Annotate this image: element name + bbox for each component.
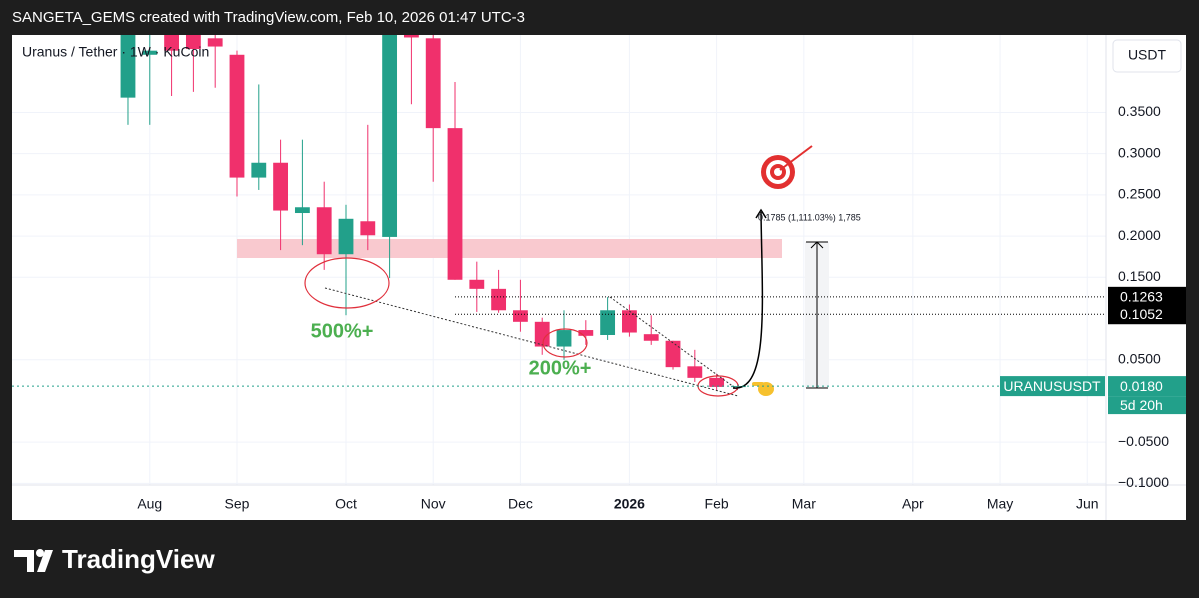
arrow-head [810, 241, 824, 249]
candle-body [491, 288, 507, 311]
countdown-box [1108, 396, 1186, 415]
candle-body [120, 35, 136, 98]
annotation: 500%+ [311, 320, 374, 342]
projection-arrow [732, 211, 764, 389]
x-tick-label: May [987, 496, 1013, 512]
candle-body [512, 310, 528, 322]
candle-body [534, 321, 550, 347]
candle-body [709, 377, 725, 387]
x-tick-label: 2026 [614, 496, 645, 512]
candle-body [185, 35, 201, 50]
y-tick-label: 0.1500 [1118, 268, 1161, 284]
drawings-top [304, 145, 828, 397]
y-tick-label: −0.0500 [1118, 433, 1169, 449]
y-tick-label: 0.3500 [1118, 103, 1161, 119]
currency-button[interactable] [1112, 39, 1182, 73]
candle-body [273, 162, 289, 211]
x-tick-label: Oct [335, 496, 357, 512]
trend-line [324, 287, 739, 397]
candle-body [338, 218, 354, 255]
candle-body [556, 330, 572, 347]
candle-body [251, 162, 267, 178]
candle-body [142, 50, 158, 55]
x-tick-label: Mar [792, 496, 816, 512]
candle-body [164, 35, 179, 51]
candle-body [687, 366, 703, 378]
candle-body [578, 330, 594, 336]
price-label-box [1108, 376, 1186, 397]
candle-body [294, 207, 310, 214]
circle-mark [304, 257, 390, 309]
x-tick-label: Sep [225, 496, 250, 512]
countdown: 5d 20h [1120, 397, 1163, 413]
candle-body [600, 310, 616, 335]
x-tick-label: Feb [705, 496, 729, 512]
price-label-box [1108, 286, 1186, 307]
header: SANGETA_GEMS created with TradingView.co… [12, 9, 525, 26]
candle-body [229, 54, 245, 178]
candle-body [447, 128, 463, 280]
candle-body [469, 279, 485, 289]
symbol-label-box [1000, 376, 1105, 397]
symbol-label: URANUSUSDT [1003, 378, 1101, 394]
candle-body [665, 340, 681, 368]
target-icon [761, 145, 813, 189]
y-tick-label: 0.2500 [1118, 186, 1161, 202]
circle-mark [542, 328, 588, 358]
price-label: 0.1052 [1120, 306, 1163, 322]
currency[interactable]: USDT [1128, 47, 1167, 63]
candle-body [382, 35, 398, 237]
brand-logo [14, 549, 53, 572]
candle-body [316, 207, 332, 255]
brand: TradingView [62, 544, 215, 574]
x-tick-label: Nov [421, 496, 446, 512]
x-tick-label: Dec [508, 496, 533, 512]
price-label: 0.1263 [1120, 289, 1163, 305]
x-tick-label: Aug [137, 496, 162, 512]
annotation: 0.1785 (1,111.03%) 1,785 [758, 212, 861, 222]
y-tick-label: 0.0500 [1118, 350, 1161, 366]
price-label-box [1108, 304, 1186, 325]
price-label: 0.0180 [1120, 378, 1163, 394]
x-tick-label: Apr [902, 496, 924, 512]
annotation: 200%+ [529, 357, 592, 379]
candle-body [622, 310, 637, 333]
candle-body [425, 38, 441, 129]
candles [120, 35, 746, 392]
candle-body [643, 334, 659, 341]
symbol-title: Uranus / Tether · 1W · KuCoin [22, 44, 209, 60]
x-tick-label: Jun [1076, 496, 1099, 512]
candle-body [207, 38, 223, 47]
hand-icon [752, 382, 774, 396]
y-tick-label: 0.3000 [1118, 144, 1161, 160]
target-zone [237, 239, 782, 258]
candle-body [403, 35, 419, 38]
arrow-head [755, 208, 767, 219]
candle-body [360, 221, 376, 236]
y-tick-label: −0.1000 [1118, 474, 1169, 490]
y-tick-label: 0.2000 [1118, 227, 1161, 243]
